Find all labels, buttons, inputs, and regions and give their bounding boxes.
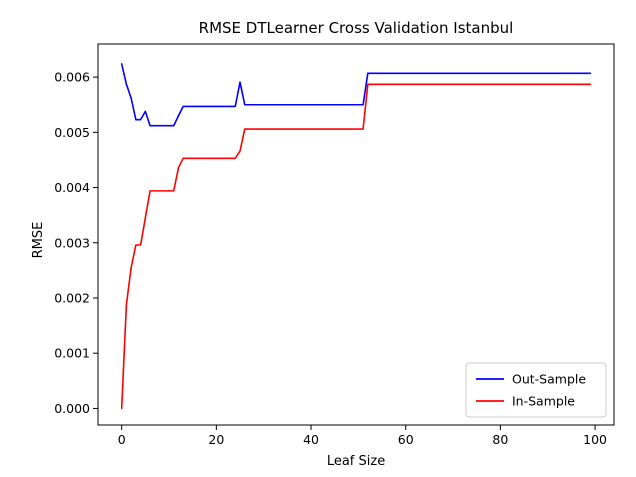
y-axis-title: RMSE (31, 222, 46, 259)
y-tick-label: 0.005 (54, 125, 90, 140)
y-axis: 0.000 0.001 0.002 0.003 0.004 0.005 0.006 (54, 70, 98, 416)
x-tick-label: 40 (303, 432, 319, 447)
series-line-in-sample (120, 83, 592, 410)
x-tick-label: 60 (398, 432, 414, 447)
y-tick-label: 0.001 (54, 346, 90, 361)
plot-frame (97, 43, 615, 426)
legend-box (465, 362, 607, 418)
x-tick-label: 100 (583, 432, 607, 447)
y-tick-label: 0.000 (54, 401, 90, 416)
y-tick-label: 0.002 (54, 291, 90, 306)
chart-title: RMSE DTLearner Cross Validation Istanbul (199, 19, 514, 37)
legend-label: In-Sample (512, 394, 575, 409)
x-axis-title: Leaf Size (327, 454, 385, 469)
plot-area (120, 63, 592, 410)
x-tick-label: 80 (492, 432, 508, 447)
y-tick-label: 0.006 (54, 70, 90, 85)
x-axis: 0 20 40 60 80 100 (118, 425, 607, 447)
legend-label: Out-Sample (512, 372, 586, 387)
y-tick-label: 0.004 (54, 180, 90, 195)
legend: Out-Sample In-Sample (465, 362, 607, 418)
x-tick-label: 0 (118, 432, 126, 447)
series-line-out-sample (120, 63, 592, 127)
x-tick-label: 20 (208, 432, 224, 447)
y-tick-label: 0.003 (54, 235, 90, 250)
